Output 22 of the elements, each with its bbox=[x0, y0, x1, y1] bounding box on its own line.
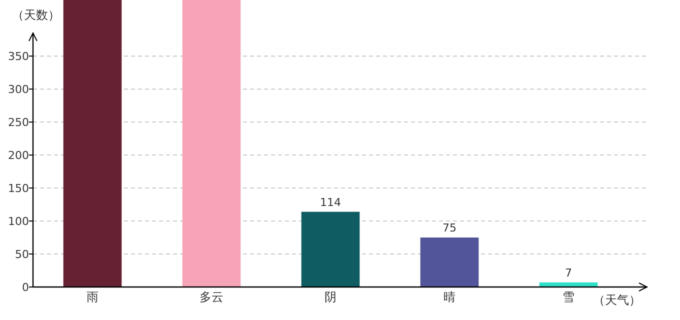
y-tick-label: 150 bbox=[8, 182, 29, 196]
data-label: 75 bbox=[442, 222, 456, 235]
x-tick-label: 晴 bbox=[444, 290, 456, 304]
data-label: 114 bbox=[320, 196, 341, 209]
y-tick-label: 200 bbox=[8, 149, 29, 162]
y-tick-label: 100 bbox=[8, 215, 29, 228]
data-label: 7 bbox=[565, 266, 572, 280]
y-tick-label: 250 bbox=[8, 116, 29, 130]
x-tick-label: 阴 bbox=[324, 290, 336, 304]
x-tick-label: 多云 bbox=[200, 290, 224, 304]
x-axis-title: （天气） bbox=[593, 293, 641, 307]
y-tick-label: 300 bbox=[8, 83, 29, 96]
bar bbox=[182, 0, 241, 287]
bar bbox=[63, 0, 122, 287]
y-tick-label: 50 bbox=[15, 248, 29, 262]
bar bbox=[301, 212, 360, 287]
y-tick-label: 350 bbox=[8, 50, 29, 64]
y-tick-label: 0 bbox=[22, 281, 29, 294]
y-axis-title: （天数） bbox=[12, 8, 60, 22]
x-tick-label: 雨 bbox=[86, 290, 98, 304]
x-tick-label: 雪 bbox=[562, 290, 574, 304]
bar bbox=[420, 238, 479, 287]
